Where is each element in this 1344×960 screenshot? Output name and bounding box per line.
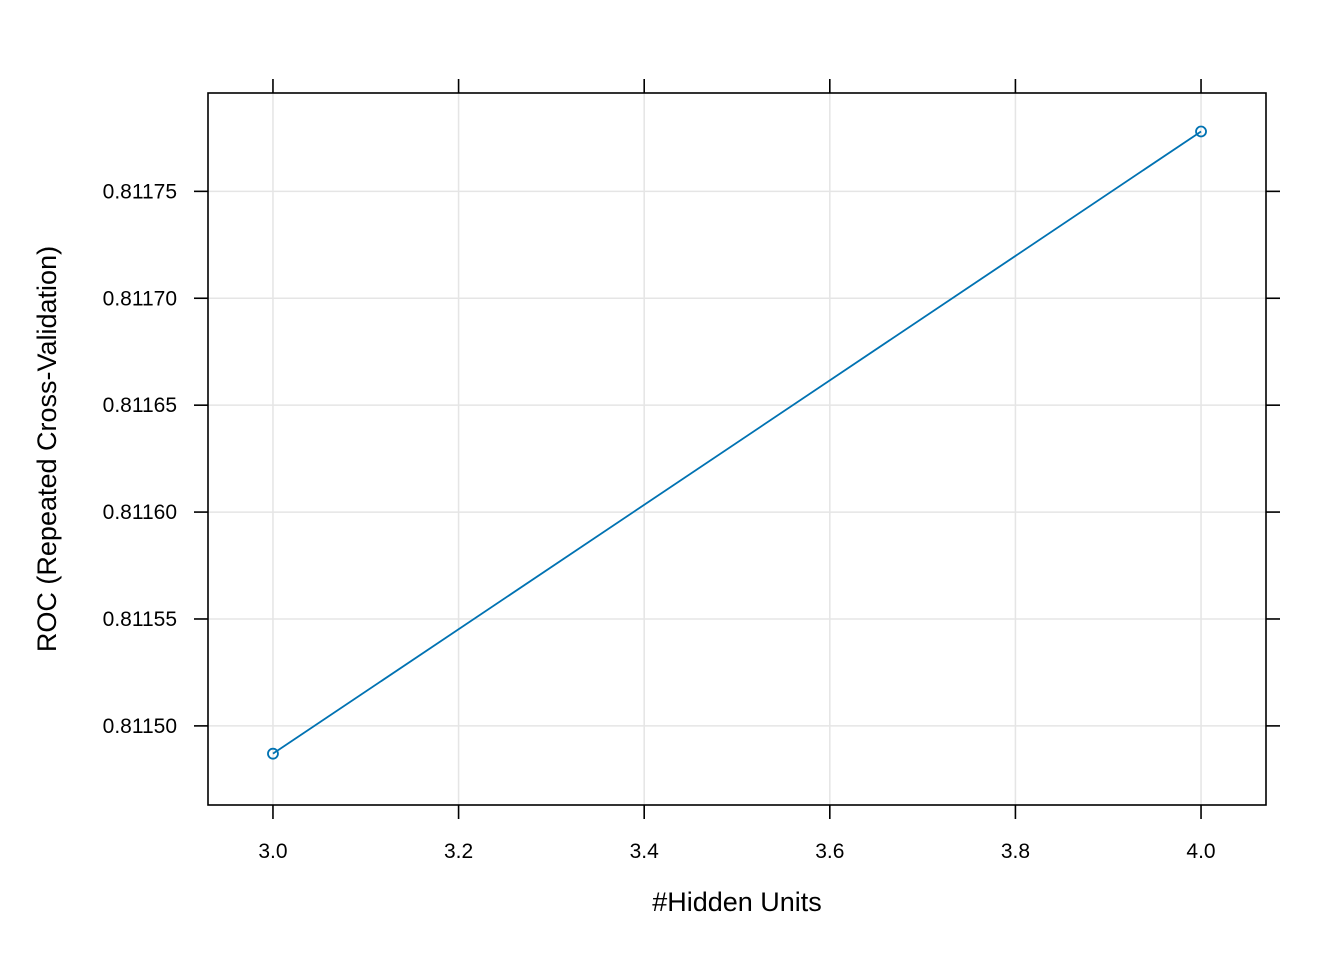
data-point [1195, 125, 1207, 138]
y-tick-label: 0.81160 [103, 501, 177, 524]
grid [208, 93, 1266, 805]
x-tick-label: 3.6 [815, 840, 844, 863]
series-line [272, 130, 1202, 755]
y-axis-title: ROC (Repeated Cross-Validation) [32, 246, 62, 652]
y-tick-label: 0.81170 [103, 287, 177, 310]
series-group [267, 125, 1207, 760]
x-tick-label: 3.4 [630, 840, 660, 863]
plot-area-frame [207, 92, 1267, 806]
x-tick-label: 4.0 [1186, 840, 1215, 863]
x-tick-label: 3.8 [1001, 840, 1030, 863]
x-tick-label: 3.2 [444, 840, 473, 863]
y-tick-label: 0.81150 [103, 715, 177, 738]
y-tick-label: 0.81175 [103, 180, 177, 203]
y-tick-label: 0.81165 [103, 394, 177, 417]
y-tick-label: 0.81155 [103, 608, 177, 631]
data-point [267, 747, 279, 760]
x-tick-label: 3.0 [258, 840, 287, 863]
axis-ticks: 3.0 3.2 3.4 3.6 3.8 4.0 0.81150 0.81155 0.81160 0… [103, 79, 1280, 863]
x-axis-title: #Hidden Units [652, 887, 822, 917]
